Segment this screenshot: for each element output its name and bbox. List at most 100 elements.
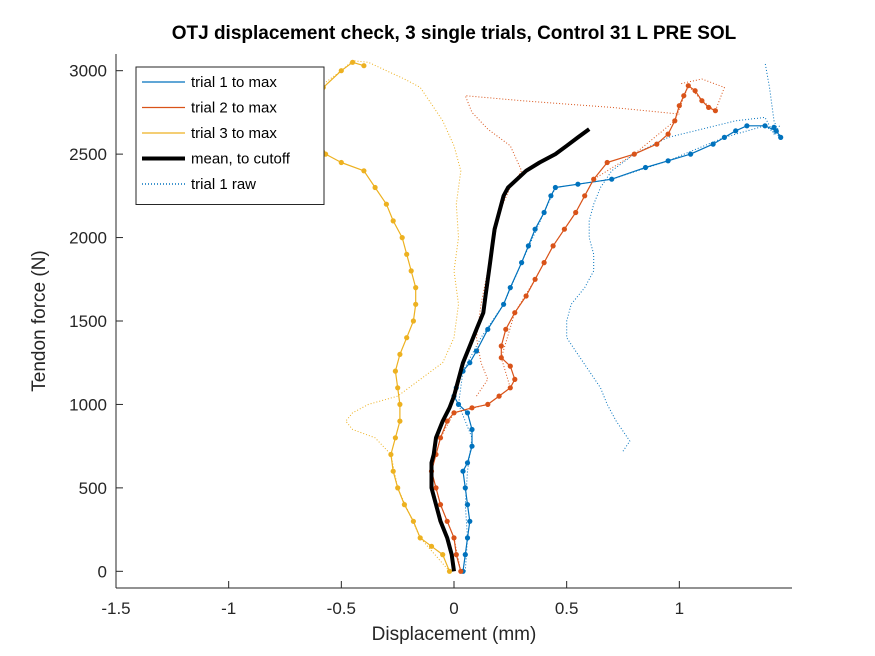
series-1-point [458,568,464,574]
series-2-point [383,201,389,207]
series-2-point [372,184,378,191]
series-2-point [413,301,419,307]
series-0-point [469,443,475,449]
series-1-point [503,326,509,332]
series-line-4 [457,62,782,572]
series-2-point [397,418,403,424]
series-2-point [404,335,410,341]
series-2-point [404,251,410,257]
series-1-point [604,159,610,166]
series-1-point [444,518,450,524]
series-1-point [685,83,691,89]
series-0-point [464,502,471,508]
series-2-point [388,451,394,458]
legend: trial 1 to max trial 2 to max trial 3 to m… [135,66,325,205]
series-0-point [507,285,513,291]
series-1-point [699,98,705,104]
series-0-point [710,141,716,147]
series-1-point [654,141,660,147]
series-2-point [399,235,405,241]
series-2-point [395,485,401,491]
series-1-point [573,209,579,216]
series-2-point [410,518,416,524]
y-tick-label: 1500 [69,312,107,331]
series-1-point [665,131,671,137]
series-0-point [467,518,473,524]
series-1-point [451,535,457,541]
series-0-point [609,176,615,182]
series-0-point [519,260,525,266]
series-2-point [440,552,446,558]
series-2-point [395,385,401,391]
series-2-point [397,401,403,407]
series-1-point [541,260,547,266]
y-tick-label: 2500 [69,145,107,164]
series-1-point [498,355,504,361]
series-0-point [688,151,694,157]
series-1-point [512,310,518,316]
legend-label: trial 1 raw [191,176,256,193]
series-0-point [460,468,466,474]
series-line-7 [464,95,680,397]
series-2-point [392,368,398,374]
series-2-point [397,351,403,357]
series-0-point [548,193,554,199]
x-tick-label: 0.5 [555,599,579,618]
series-2-point [417,535,423,541]
series-0-point [473,348,480,354]
series-1-point [561,226,568,232]
series-2-point [390,468,396,474]
series-line-5 [566,116,782,452]
series-0-point [462,485,468,491]
series-1-point [496,393,502,399]
series-2-point [446,568,453,574]
series-1-point [453,552,459,558]
series-1-point [433,485,439,491]
y-tick-label: 1000 [69,395,107,414]
series-2-point [408,268,414,274]
series-0-point [469,426,475,433]
x-tick-label: 0 [449,599,458,618]
series-2-point [350,59,356,65]
x-axis-title: Displacement (mm) [372,624,537,645]
series-1-point [681,93,687,99]
series-0-point [771,124,777,130]
series-0-point [541,209,547,216]
series-0-point [744,123,750,129]
series-2-point [390,218,396,224]
series-1-point [444,418,450,424]
series-1-point [437,435,444,441]
x-tick-label: -1 [221,599,236,618]
series-1-point [631,151,637,157]
series-1-point [507,385,513,391]
series-2-point [361,168,367,174]
series-1-point [451,410,457,416]
series-line-8 [318,60,462,572]
y-tick-label: 500 [79,479,107,498]
series-1-point [591,176,597,182]
series-0-point [464,535,471,541]
series-1-point [469,405,475,411]
series-0-point [464,460,471,466]
series-1-point [437,502,444,508]
series-1-point [532,276,538,282]
x-tick-label: -0.5 [327,599,356,618]
series-2-point [338,159,344,166]
series-1-point [523,293,529,299]
series-0-point [665,158,671,164]
series-1-point [507,363,513,369]
series-1-point [485,401,491,407]
axes-layer: -1.5 -1 -0.5 0 0.5 1 0 500 1000 1500 2000 2500 3000 [69,54,792,618]
legend-box [135,66,325,205]
series-0-point [552,184,559,191]
series-1-point [512,376,518,382]
x-tick-label: 1 [675,599,684,618]
series-2-point [338,68,344,74]
chart-title: OTJ displacement check, 3 single trials,… [172,23,737,44]
series-0-point [467,360,473,366]
series-0-point [532,226,538,232]
series-0-point [485,326,491,332]
series-0-point [462,552,468,558]
series-1-point [706,104,712,110]
